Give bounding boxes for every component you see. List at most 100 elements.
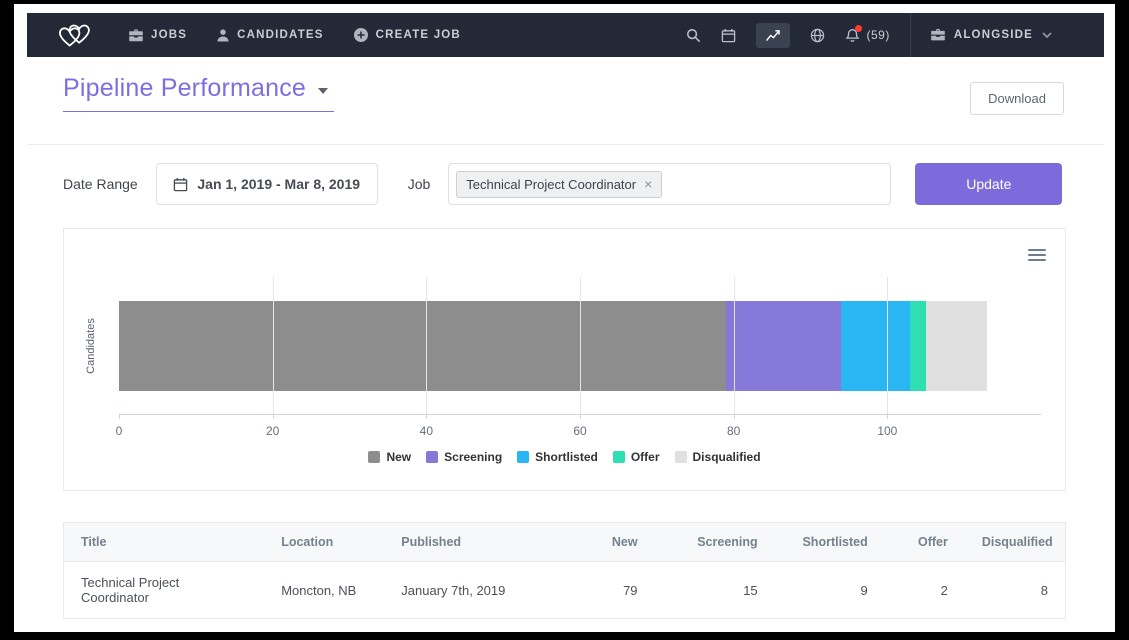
nav-item-candidates[interactable]: CANDIDATES [217, 28, 324, 42]
notification-count: (59) [866, 28, 890, 42]
calendar-button[interactable] [721, 28, 736, 43]
x-axis-ticks [119, 414, 1041, 420]
bar-segment-screening[interactable] [725, 301, 842, 391]
tick-mark [887, 414, 889, 419]
gridline [272, 277, 274, 414]
gridline [887, 277, 889, 414]
legend-label: Shortlisted [535, 450, 598, 464]
bar-segment-offer[interactable] [910, 301, 926, 391]
table-cell-disqualified: 8 [964, 561, 1065, 618]
legend-item-disqualified[interactable]: Disqualified [674, 450, 761, 464]
legend-label: Offer [630, 450, 660, 464]
legend-swatch [674, 451, 687, 463]
bar-segment-new[interactable] [119, 301, 726, 391]
header-separator [27, 144, 1104, 145]
chart-card: Candidates 0 20 40 60 80 100 New Screening Shor… [63, 228, 1066, 491]
remove-tag-icon[interactable]: × [644, 176, 653, 192]
gridline [580, 277, 581, 414]
notifications-button[interactable]: (59) [845, 24, 890, 43]
globe-icon [810, 28, 825, 43]
legend-label: Disqualified [692, 450, 761, 464]
legend-label: Screening [444, 450, 503, 464]
tick-mark [272, 414, 274, 419]
navbar-divider [909, 13, 911, 57]
legend-swatch [612, 451, 625, 463]
column-header-published: Published [384, 523, 565, 562]
page-title[interactable]: Pipeline Performance [63, 74, 307, 102]
gridline [426, 277, 428, 414]
table-row[interactable]: Technical Project Coordinator Moncton, NB… [64, 561, 1065, 618]
table-cell-new: 79 [564, 561, 655, 618]
job-tag-label: Technical Project Coordinator [466, 176, 637, 192]
nav-item-label: CREATE JOB [375, 29, 461, 41]
legend-item-new[interactable]: New [368, 450, 411, 464]
legend-item-shortlisted[interactable]: Shortlisted [517, 450, 598, 464]
download-button[interactable]: Download [970, 82, 1064, 115]
chart-icon [765, 29, 781, 42]
job-label: Job [407, 176, 431, 192]
legend-swatch [426, 451, 439, 463]
alongside-logo[interactable] [57, 21, 95, 50]
tick-mark [119, 414, 120, 419]
job-select-input[interactable]: Technical Project Coordinator × [448, 163, 892, 205]
account-name: ALONGSIDE [953, 29, 1033, 41]
x-tick-label: 60 [573, 424, 587, 438]
column-header-screening: Screening [654, 523, 775, 562]
nav-item-label: CANDIDATES [237, 29, 324, 41]
date-range-label: Date Range [63, 176, 138, 192]
column-header-shortlisted: Shortlisted [774, 523, 885, 562]
nav-item-label: JOBS [151, 29, 188, 41]
column-header-title: Title [64, 523, 265, 562]
globe-button[interactable] [810, 28, 825, 43]
bar-segment-shortlisted[interactable] [841, 301, 911, 391]
legend-swatch [517, 451, 530, 463]
table-cell-published: January 7th, 2019 [384, 561, 565, 618]
table-cell-location: Moncton, NB [264, 561, 385, 618]
date-range-input[interactable]: Jan 1, 2019 - Mar 8, 2019 [155, 163, 378, 205]
reports-button[interactable] [756, 22, 791, 48]
column-header-disqualified: Disqualified [964, 523, 1065, 562]
table-cell-shortlisted: 9 [774, 561, 885, 618]
main-nav: JOBS CANDIDATES CREATE JOB [129, 28, 461, 42]
notification-dot [855, 24, 863, 32]
nav-item-jobs[interactable]: JOBS [129, 28, 188, 42]
title-caret-icon[interactable] [318, 87, 329, 94]
chart-menu-icon[interactable] [1028, 246, 1046, 264]
legend-swatch [368, 451, 381, 463]
briefcase-icon [129, 28, 143, 42]
update-button[interactable]: Update [915, 163, 1063, 205]
person-icon [217, 28, 229, 42]
tick-mark [580, 414, 581, 419]
navbar-tools: (59) [686, 22, 890, 48]
column-header-new: New [564, 523, 655, 562]
nav-item-create-job[interactable]: CREATE JOB [353, 28, 461, 42]
x-tick-label: 40 [419, 424, 434, 438]
results-table: Title Location Published New Screening Shortl… [64, 523, 1065, 618]
logo-hearts-icon [59, 24, 90, 47]
results-table-card: Title Location Published New Screening Shortl… [63, 522, 1066, 619]
stacked-bar [119, 301, 1041, 391]
calendar-icon [721, 28, 736, 43]
column-header-offer: Offer [884, 523, 965, 562]
app-window: JOBS CANDIDATES CREATE JOB (59) ALONGSIDE … [14, 4, 1115, 632]
tick-mark [426, 414, 428, 419]
y-axis-label: Candidates [85, 318, 97, 374]
table-cell-offer: 2 [884, 561, 965, 618]
x-tick-label: 20 [265, 424, 280, 438]
legend-item-offer[interactable]: Offer [612, 450, 660, 464]
bar-segment-disqualified[interactable] [925, 301, 988, 391]
search-button[interactable] [686, 28, 701, 43]
chart-legend: New Screening Shortlisted Offer Disqualified [64, 450, 1065, 464]
account-menu[interactable]: ALONGSIDE [931, 28, 1052, 42]
column-header-location: Location [264, 523, 385, 562]
x-axis-labels: 0 20 40 60 80 100 [116, 424, 1041, 440]
company-icon [931, 28, 945, 42]
job-tag: Technical Project Coordinator × [456, 170, 663, 198]
top-navbar: JOBS CANDIDATES CREATE JOB (59) ALONGSIDE [27, 13, 1104, 57]
table-cell-title: Technical Project Coordinator [64, 561, 265, 618]
plot-area [119, 277, 1041, 415]
legend-item-screening[interactable]: Screening [426, 450, 502, 464]
gridline [733, 277, 735, 414]
table-header-row: Title Location Published New Screening Shortl… [64, 523, 1065, 562]
page-title-group: Pipeline Performance [63, 74, 335, 112]
